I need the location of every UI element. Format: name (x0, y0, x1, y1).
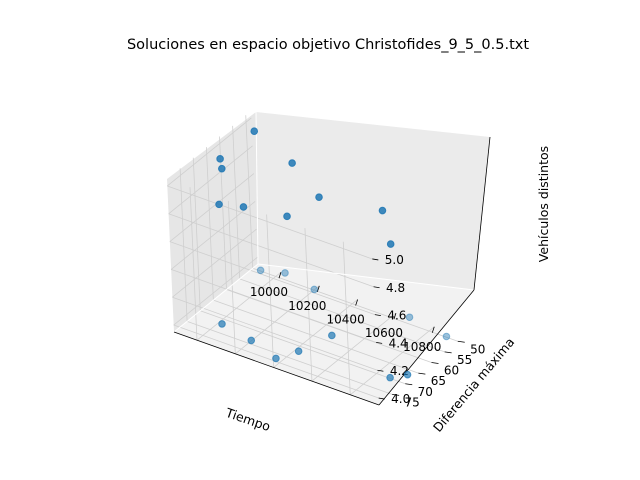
x-gridline (342, 241, 351, 395)
y-gridline (239, 278, 445, 353)
x-tick-mark (278, 272, 282, 279)
z-tick-mark (373, 286, 380, 289)
z-gridline (167, 185, 373, 260)
x-gridline (266, 214, 275, 368)
data-point (288, 159, 296, 167)
gridlines (167, 115, 458, 399)
y-gridline (200, 310, 406, 385)
z-tick-label: 4.4 (389, 336, 408, 350)
z-tick-label: 4.6 (387, 309, 406, 323)
x-tick-label: 10200 (288, 299, 326, 313)
x-gridline (350, 326, 435, 396)
x-tick-label: 10000 (250, 285, 288, 299)
z-tick-mark (377, 369, 384, 372)
x-gridline (227, 200, 236, 354)
z-gridline (170, 201, 256, 270)
y-tick-mark (431, 362, 439, 364)
z-gridline (169, 173, 255, 242)
z-axis-line (473, 136, 491, 291)
x-tick-label: 10400 (327, 312, 365, 326)
z-gridline (168, 213, 374, 288)
data-point (272, 354, 280, 363)
data-point (405, 313, 414, 322)
y-gridline (245, 115, 254, 269)
y-tick-mark (392, 393, 400, 396)
x-tick-mark (355, 299, 359, 306)
data-point (256, 266, 265, 275)
data-point (442, 332, 451, 341)
z-tick-label: 5.0 (385, 253, 404, 267)
data-point (386, 373, 394, 382)
y-tick-mark (457, 340, 465, 343)
y-gridline (186, 320, 393, 395)
data-points (215, 127, 451, 382)
y-tick-mark (405, 383, 413, 386)
y-tick-mark (444, 351, 452, 354)
z-tick-mark (378, 397, 385, 400)
y-gridline (205, 147, 214, 301)
z-gridline (168, 145, 253, 215)
data-point (247, 336, 256, 345)
data-point (328, 331, 336, 340)
y-tick-label: 55 (457, 353, 472, 367)
data-point (218, 164, 226, 173)
x-gridline (196, 271, 282, 341)
z-axis-label: Vehículos distintos (536, 146, 551, 262)
x-tick-label: 10800 (403, 340, 441, 354)
x-tick-mark (393, 312, 397, 320)
x-tick-mark (316, 285, 320, 292)
x-tick-mark (431, 326, 435, 333)
z-gridline (167, 117, 252, 187)
x-gridline (273, 299, 358, 368)
pane-edges (173, 111, 475, 333)
y-tick-mark (418, 372, 426, 375)
z-tick-label: 4.0 (391, 392, 410, 406)
x-gridline (304, 228, 313, 382)
back-left-pane (167, 112, 258, 332)
y-gridline (192, 157, 201, 311)
y-tick-label: 60 (444, 364, 459, 378)
floor-pane (174, 264, 474, 405)
y-tick-label: 75 (404, 395, 419, 409)
x-tick-label: 10600 (365, 326, 403, 340)
x-axis-label: Tiempo (223, 405, 273, 435)
data-point (403, 370, 412, 379)
z-gridline (173, 256, 258, 326)
z-gridline (169, 241, 375, 315)
data-point (386, 240, 395, 248)
z-tick-mark (372, 258, 379, 261)
z-gridline (171, 269, 377, 343)
y-gridline (252, 267, 458, 342)
data-point (294, 347, 303, 355)
data-point (281, 269, 289, 277)
z-tick-mark (374, 314, 381, 316)
x-axis-line (173, 331, 380, 406)
y-tick-label: 65 (431, 374, 446, 388)
z-gridline (172, 296, 378, 371)
chart-title: Soluciones en espacio objetivo Christofi… (127, 37, 529, 53)
z-gridline (172, 228, 257, 298)
y-gridline (232, 125, 241, 279)
z-tick-label: 4.8 (386, 281, 405, 295)
data-point (315, 193, 323, 201)
y-tick-label: 70 (418, 385, 433, 399)
data-point (310, 285, 319, 294)
y-axis-line (378, 289, 475, 406)
y-gridline (213, 299, 419, 374)
data-point (215, 200, 223, 209)
data-point (250, 127, 259, 136)
data-point (283, 212, 291, 221)
data-point (218, 320, 226, 328)
x-gridline (311, 312, 397, 382)
y-gridline (179, 168, 188, 322)
data-point (216, 155, 224, 163)
z-tick-mark (376, 342, 383, 344)
data-point (378, 206, 387, 215)
y-tick-label: 50 (470, 342, 485, 356)
data-point (239, 203, 248, 211)
back-right-pane (256, 112, 490, 290)
